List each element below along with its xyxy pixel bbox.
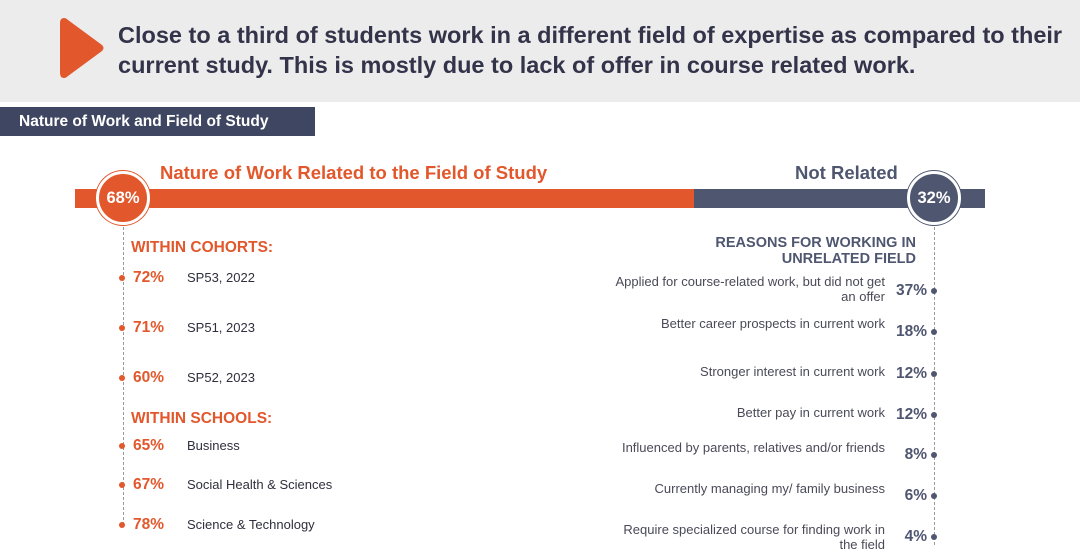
not-related-connector-line [934, 227, 935, 545]
reason-row: Applied for course-related work, but did… [560, 274, 940, 310]
reason-dot [931, 493, 937, 499]
schools-heading: WITHIN SCHOOLS: [131, 410, 273, 427]
cohort-dot [119, 275, 125, 281]
reason-row: Influenced by parents, relatives and/or … [560, 440, 940, 476]
reason-percent: 12% [895, 406, 927, 423]
reason-label: Better pay in current work [736, 405, 885, 420]
reason-dot [931, 452, 937, 458]
cohort-label: SP51, 2023 [187, 320, 255, 335]
school-percent: 65% [133, 437, 165, 454]
cohort-label: SP52, 2023 [187, 370, 255, 385]
reason-percent: 4% [904, 528, 927, 545]
headline-banner: Close to a third of students work in a d… [0, 0, 1080, 102]
reason-row: Stronger interest in current work 12% [560, 364, 940, 400]
not-related-bar-title: Not Related [795, 162, 898, 183]
cohorts-heading: WITHIN COHORTS: [131, 239, 274, 256]
cohort-percent: 60% [133, 369, 165, 386]
section-tag: Nature of Work and Field of Study [0, 107, 315, 136]
reason-label: Influenced by parents, relatives and/or … [621, 440, 885, 455]
reason-label: Applied for course-related work, but did… [615, 274, 885, 304]
school-label: Social Health & Sciences [187, 477, 333, 492]
not-related-percent-badge: 32% [907, 171, 961, 225]
reason-percent: 18% [895, 323, 927, 340]
reason-dot [931, 371, 937, 377]
cohort-label: SP53, 2022 [187, 270, 255, 285]
cohort-percent: 71% [133, 319, 165, 336]
school-label: Science & Technology [187, 517, 315, 532]
cohort-dot [119, 375, 125, 381]
reason-row: Better pay in current work 12% [560, 405, 940, 441]
reason-dot [931, 329, 937, 335]
cohort-dot [119, 325, 125, 331]
reasons-heading: REASONS FOR WORKING IN UNRELATED FIELD [715, 235, 916, 267]
reason-row: Currently managing my/ family business 6… [560, 481, 940, 517]
reason-row: Require specialized course for finding w… [560, 522, 940, 555]
reason-row: Better career prospects in current work … [560, 316, 940, 352]
related-percent-badge: 68% [96, 171, 150, 225]
play-arrow-icon [60, 18, 104, 78]
school-percent: 78% [133, 516, 165, 533]
headline-text: Close to a third of students work in a d… [118, 22, 1063, 78]
reason-dot [931, 288, 937, 294]
reason-dot [931, 412, 937, 418]
reason-percent: 8% [904, 446, 927, 463]
school-label: Business [187, 438, 240, 453]
related-bar-title: Nature of Work Related to the Field of S… [160, 162, 548, 183]
school-dot [119, 522, 125, 528]
reason-label: Require specialized course for finding w… [623, 522, 885, 552]
school-dot [119, 482, 125, 488]
reason-percent: 37% [895, 282, 927, 299]
reason-percent: 12% [895, 365, 927, 382]
school-percent: 67% [133, 476, 165, 493]
related-bar-segment [75, 189, 694, 208]
reason-label: Better career prospects in current work [661, 316, 885, 331]
reason-dot [931, 534, 937, 540]
cohort-percent: 72% [133, 269, 165, 286]
reason-percent: 6% [904, 487, 927, 504]
school-dot [119, 443, 125, 449]
reason-label: Currently managing my/ family business [654, 481, 885, 496]
reason-label: Stronger interest in current work [700, 364, 885, 379]
